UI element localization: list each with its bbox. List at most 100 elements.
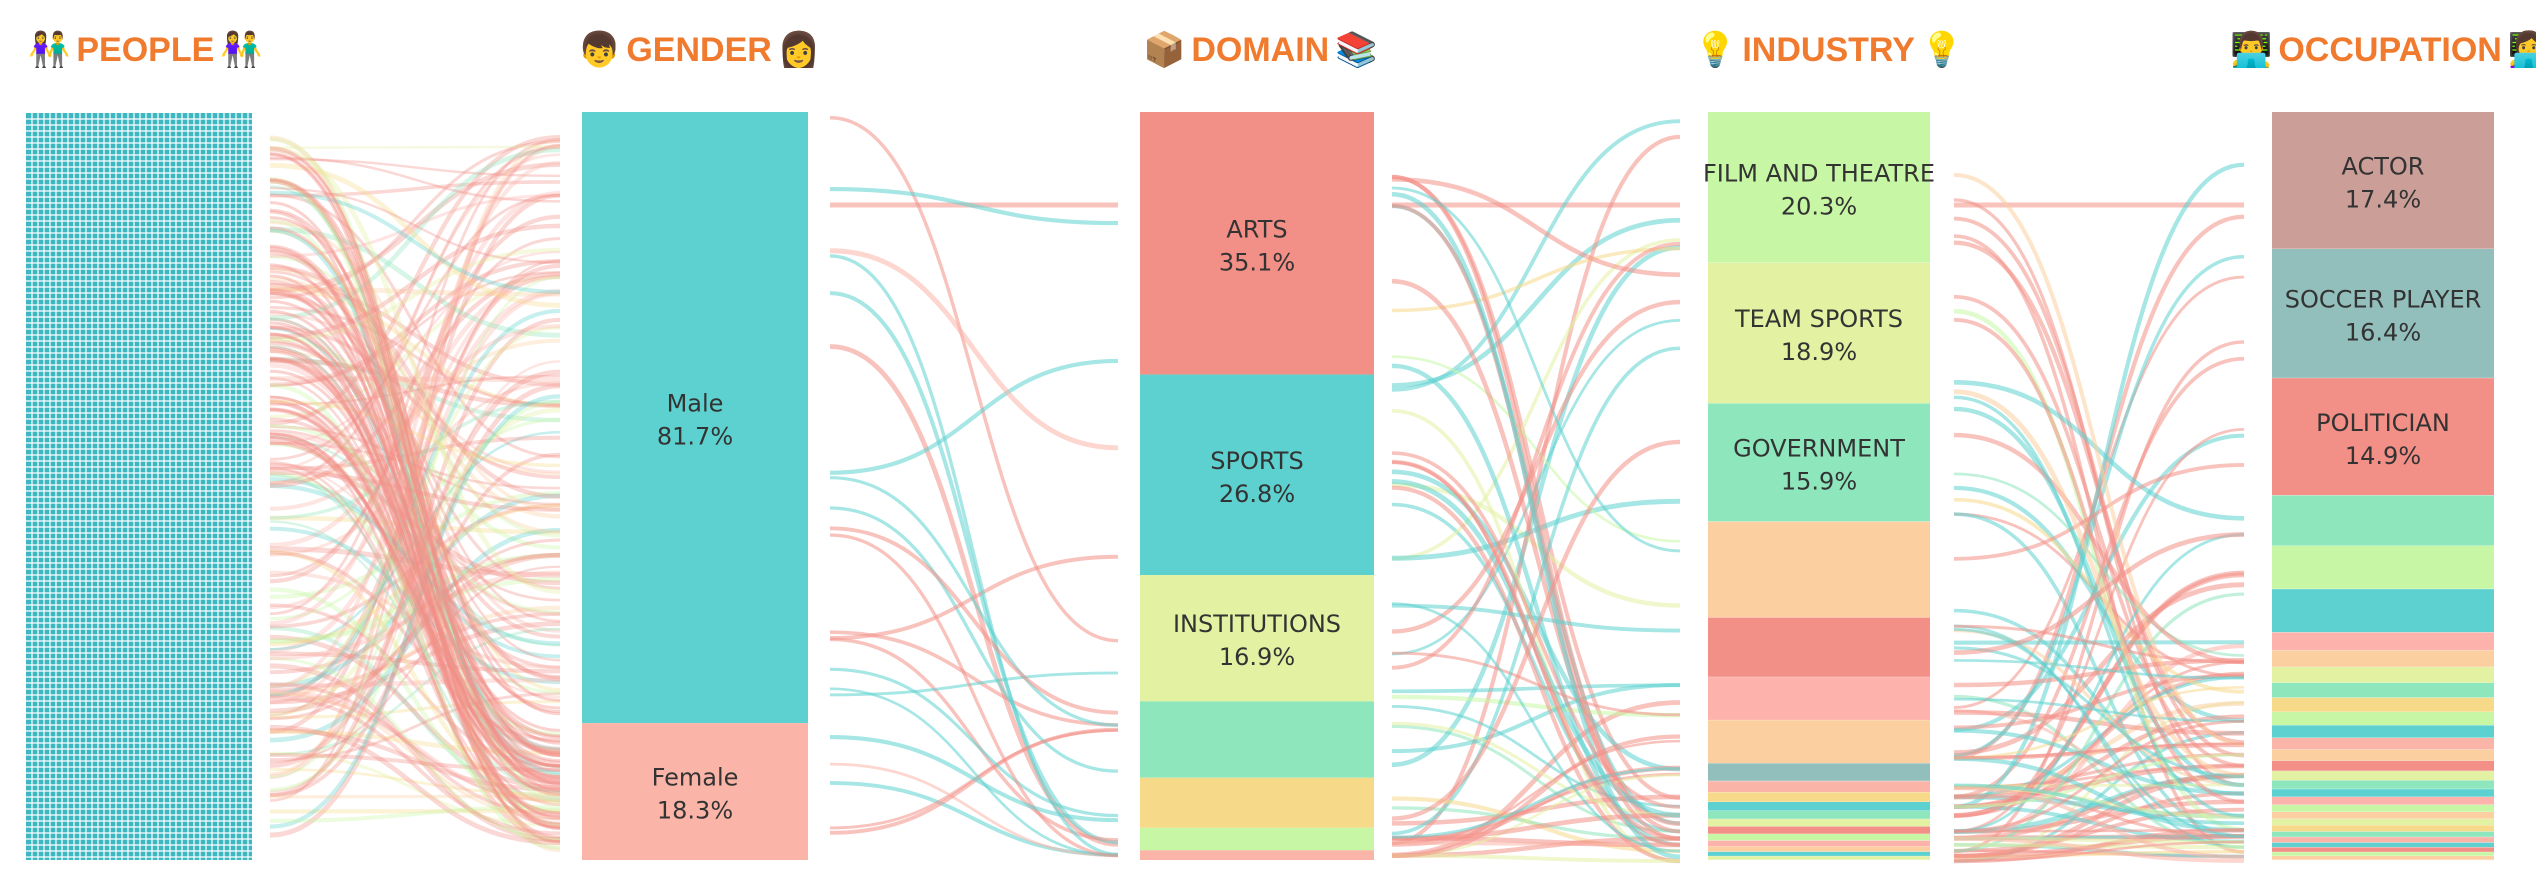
flow-line — [829, 116, 1119, 643]
header-gender: 👦 GENDER 👩 — [578, 22, 820, 78]
flow-line — [269, 273, 561, 610]
flow-line — [1391, 238, 1681, 561]
flow-line — [269, 362, 561, 752]
bar-segment-occupation-29 — [2272, 856, 2494, 860]
flow-line — [269, 347, 561, 825]
flow-line — [269, 270, 561, 387]
flow-line — [829, 630, 1119, 727]
flow-line — [1391, 186, 1681, 553]
flow-line — [269, 466, 561, 821]
flow-line — [1391, 853, 1681, 863]
flow-line — [1953, 389, 2245, 778]
flow-line — [269, 358, 561, 408]
flow-line — [269, 275, 561, 419]
bar-segment-domain-sports — [1140, 374, 1374, 576]
flow-line — [1953, 308, 2245, 833]
flow-line — [269, 338, 561, 486]
bar-segment-industry-team-sports — [1708, 262, 1930, 404]
flow-line — [269, 552, 561, 714]
flow-line — [829, 671, 1119, 697]
boy-icon: 👦 — [578, 30, 621, 70]
flow-line — [269, 349, 561, 815]
flow-line — [269, 287, 561, 662]
bar-segment-occupation-28 — [2272, 852, 2494, 857]
flow-line — [269, 399, 561, 520]
bar-segment-industry-7 — [1708, 763, 1930, 782]
bar-segment-domain-institutions — [1140, 575, 1374, 702]
flow-line — [829, 526, 1119, 715]
flow-line — [269, 751, 561, 827]
flow-line — [269, 244, 561, 779]
segment-label: POLITICIAN — [2316, 409, 2450, 437]
flow-line — [269, 603, 561, 768]
flow-line — [269, 432, 561, 790]
flow-line — [269, 625, 561, 801]
flow-line — [269, 279, 561, 681]
flow-line — [269, 286, 561, 408]
header-domain: 📦 DOMAIN 📚 — [1143, 22, 1378, 78]
flow-line — [269, 695, 561, 836]
flow-line — [269, 139, 561, 300]
gender-title: GENDER — [626, 30, 772, 69]
flow-line — [269, 223, 561, 339]
flow-line — [1391, 319, 1681, 656]
flow-line — [1391, 694, 1681, 718]
flow-line — [1953, 643, 2245, 841]
bar-segment-occupation-19 — [2272, 797, 2494, 805]
flow-line — [1953, 427, 2245, 833]
bar-segment-domain-4 — [1140, 777, 1374, 828]
bar-segment-occupation-27 — [2272, 847, 2494, 853]
flow-line — [269, 162, 561, 293]
flow-line — [269, 229, 561, 692]
flow-line — [269, 162, 561, 308]
flow-line — [269, 439, 561, 755]
segment-pct: 20.3% — [1781, 192, 1857, 220]
flow-line — [269, 283, 561, 387]
flow-line — [269, 216, 561, 702]
segment-pct: 35.1% — [1219, 248, 1295, 276]
bar-segment-gender-female — [582, 723, 808, 860]
flow-line — [1953, 395, 2245, 818]
flow-line — [269, 226, 561, 338]
bar-segment-domain-6 — [1140, 850, 1374, 860]
flow-line — [269, 178, 561, 803]
segment-label: SPORTS — [1210, 447, 1303, 475]
flow-line — [269, 332, 561, 818]
bar-segment-occupation-25 — [2272, 837, 2494, 843]
flow-line — [1391, 469, 1681, 772]
flow-line — [1953, 624, 2245, 849]
flow-line — [829, 687, 1119, 857]
flow-line — [1391, 651, 1681, 717]
occupation-title: OCCUPATION — [2278, 30, 2502, 69]
flow-line — [269, 210, 561, 844]
flow-line — [269, 441, 561, 752]
flow-line — [1391, 603, 1681, 633]
flow-line — [269, 565, 561, 764]
flow-line — [269, 271, 561, 488]
flow-line — [269, 156, 561, 203]
flow-line — [1391, 767, 1681, 839]
bar-segment-occupation-10 — [2272, 697, 2494, 712]
flow-line — [269, 265, 561, 499]
bar-segment-industry-17 — [1708, 851, 1930, 857]
flow-line — [269, 178, 561, 757]
flow-line — [1953, 840, 2245, 862]
flow-line — [269, 247, 561, 343]
flow-line — [1953, 533, 2245, 833]
flow-line — [269, 724, 561, 846]
flow-line — [829, 735, 1119, 823]
flow-line — [1391, 841, 1681, 847]
flow-line — [269, 360, 561, 793]
flow-line — [269, 381, 561, 557]
flow-line — [269, 274, 561, 548]
flow-line — [269, 570, 561, 661]
flow-line — [1953, 786, 2245, 860]
flow-line — [269, 409, 561, 781]
flow-line — [269, 394, 561, 829]
flow-line — [1391, 683, 1681, 694]
segment-label: ACTOR — [2342, 153, 2425, 181]
flow-line — [269, 291, 561, 590]
segment-pct: 16.4% — [2345, 319, 2421, 347]
flow-line — [829, 186, 1119, 226]
flow-line — [1391, 299, 1681, 634]
